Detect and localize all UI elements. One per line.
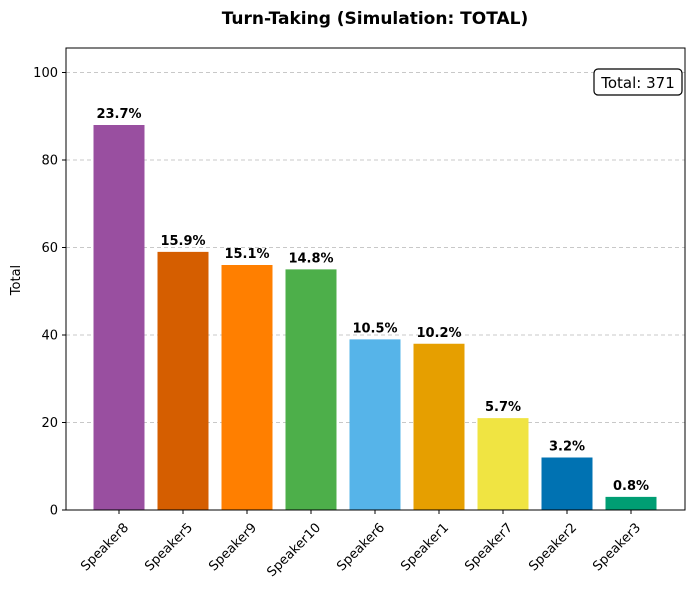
bar [221, 265, 273, 510]
bar-value-label: 3.2% [549, 440, 585, 455]
x-tick-label: Speaker9 [206, 520, 260, 574]
chart-title: Turn-Taking (Simulation: TOTAL) [222, 9, 529, 29]
bar-labels: 23.7% 15.9% 15.1% 14.8% 10.5% 10.2% 5.7% 3.2% 0.… [96, 107, 649, 494]
y-tick-label: 100 [33, 66, 58, 81]
bar-value-label: 0.8% [613, 479, 649, 494]
bar [541, 457, 593, 510]
bar [93, 125, 145, 510]
y-tick-label: 40 [41, 329, 58, 344]
bar [349, 339, 401, 510]
x-tick-label: Speaker1 [398, 520, 452, 574]
bar-value-label: 23.7% [96, 107, 141, 122]
x-tick-label: Speaker3 [590, 520, 644, 574]
total-text: Total: 371 [600, 74, 674, 92]
bar [157, 251, 209, 510]
x-tick-label: Speaker7 [462, 520, 516, 574]
x-tick-label: Speaker6 [334, 520, 388, 574]
bar-value-label: 10.5% [352, 321, 397, 336]
bar-value-label: 5.7% [485, 400, 521, 415]
x-tick-label: Speaker10 [264, 520, 324, 580]
bar-value-label: 14.8% [288, 251, 333, 266]
y-axis-label: Total [9, 265, 24, 296]
y-tick-label: 20 [41, 416, 58, 431]
x-axis: Speaker8 Speaker5 Speaker9 Speaker10 Speaker… [78, 510, 644, 580]
y-tick-label: 80 [41, 154, 58, 169]
total-annotation: Total: 371 [593, 68, 683, 96]
bars [93, 125, 657, 510]
bar [285, 269, 337, 510]
x-tick-label: Speaker8 [78, 520, 132, 574]
y-tick-label: 60 [41, 241, 58, 256]
y-axis: 0 20 40 60 80 100 [33, 66, 66, 519]
total-box [593, 68, 683, 96]
bar [477, 418, 529, 510]
x-tick-label: Speaker5 [142, 520, 196, 574]
y-tick-label: 0 [50, 504, 58, 519]
bar [413, 343, 465, 510]
x-tick-label: Speaker2 [526, 520, 580, 574]
bar-value-label: 10.2% [416, 326, 461, 341]
bar-value-label: 15.9% [160, 234, 205, 249]
bar [605, 496, 657, 510]
bar-value-label: 15.1% [224, 247, 269, 262]
